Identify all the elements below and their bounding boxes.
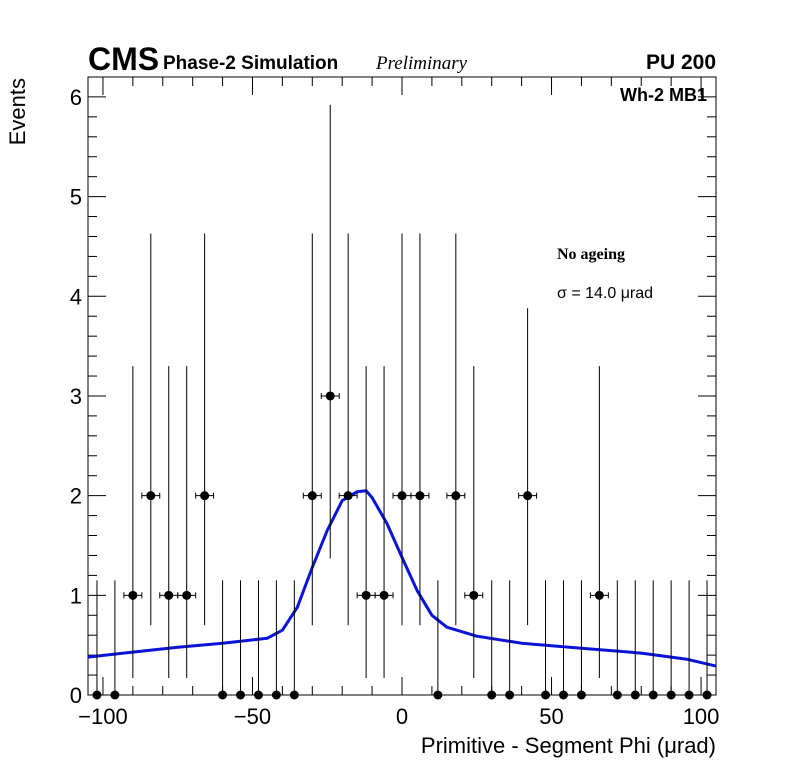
error-bar xyxy=(141,233,161,626)
data-point xyxy=(164,590,174,600)
data-point xyxy=(576,690,586,700)
data-point xyxy=(343,491,353,501)
data-point xyxy=(289,690,299,700)
data-point xyxy=(523,491,533,501)
data-point xyxy=(218,690,228,700)
error-bar xyxy=(374,366,394,679)
data-point xyxy=(505,690,515,700)
error-bar xyxy=(446,233,466,626)
axis-ticks xyxy=(88,76,716,696)
y-tick-label: 2 xyxy=(70,484,82,509)
data-point xyxy=(182,590,192,600)
x-tick-label: 0 xyxy=(396,704,408,729)
error-bar xyxy=(195,233,215,626)
data-points xyxy=(92,391,712,700)
y-tick-label: 5 xyxy=(70,185,82,210)
data-point xyxy=(253,690,263,700)
error-bar xyxy=(518,308,538,626)
error-bar xyxy=(410,233,430,626)
data-point xyxy=(307,491,317,501)
data-point xyxy=(128,590,138,600)
x-tick-label: 50 xyxy=(539,704,563,729)
error-bar xyxy=(338,233,358,626)
y-tick-label: 1 xyxy=(70,583,82,608)
cms-label: CMS xyxy=(88,41,159,77)
x-tick-label: −100 xyxy=(78,704,128,729)
data-point xyxy=(558,690,568,700)
data-point xyxy=(487,690,497,700)
data-point xyxy=(271,690,281,700)
x-axis-title: Primitive - Segment Phi (μrad) xyxy=(421,733,716,758)
x-tick-labels: −100 −50 0 50 100 xyxy=(78,704,719,729)
data-point xyxy=(433,690,443,700)
error-bar xyxy=(356,366,376,679)
data-point xyxy=(702,690,712,700)
data-point xyxy=(684,690,694,700)
y-tick-label: 3 xyxy=(70,384,82,409)
subtitle-label: Phase-2 Simulation xyxy=(163,53,338,74)
y-tick-label: 4 xyxy=(70,284,82,309)
y-axis-title: Events xyxy=(5,78,30,145)
x-tick-label: 100 xyxy=(683,704,720,729)
data-point xyxy=(541,690,551,700)
error-bar xyxy=(302,233,322,626)
error-bar xyxy=(392,233,412,626)
data-point xyxy=(415,491,425,501)
y-tick-labels: 0 1 2 3 4 5 6 xyxy=(70,85,82,708)
data-point xyxy=(612,690,622,700)
status-label: Preliminary xyxy=(375,53,468,74)
ageing-annotation: No ageing xyxy=(557,246,625,263)
x-tick-label: −50 xyxy=(234,704,271,729)
data-point xyxy=(325,391,335,401)
error-bar xyxy=(464,366,484,679)
error-bar xyxy=(177,366,197,679)
data-point xyxy=(594,590,604,600)
data-point xyxy=(451,491,461,501)
region-label: Wh-2 MB1 xyxy=(620,85,707,105)
error-bar xyxy=(123,366,143,679)
sigma-annotation: σ = 14.0 μrad xyxy=(557,285,653,302)
data-point xyxy=(146,491,156,501)
data-point xyxy=(92,690,102,700)
data-point xyxy=(630,690,640,700)
data-point xyxy=(110,690,120,700)
fit-curve xyxy=(87,489,717,668)
pileup-label: PU 200 xyxy=(646,51,716,74)
data-point xyxy=(666,690,676,700)
error-bar xyxy=(159,366,179,679)
data-point xyxy=(236,690,246,700)
data-point xyxy=(648,690,658,700)
data-point xyxy=(361,590,371,600)
data-point xyxy=(397,491,407,501)
data-point xyxy=(200,491,210,501)
y-tick-label: 0 xyxy=(70,683,82,708)
error-bars xyxy=(96,104,708,695)
error-bar xyxy=(320,104,340,559)
y-tick-label: 6 xyxy=(70,85,82,110)
error-bar xyxy=(589,366,609,679)
data-point xyxy=(469,590,479,600)
data-point xyxy=(379,590,389,600)
